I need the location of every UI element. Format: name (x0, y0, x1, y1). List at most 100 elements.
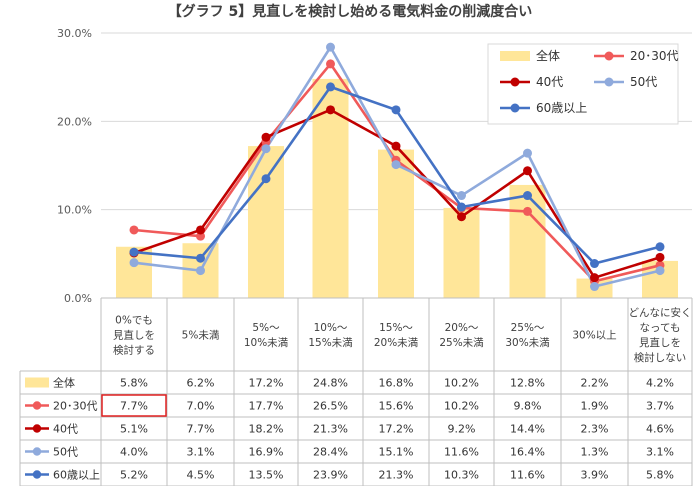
row-label: 50代 (53, 446, 78, 459)
y-axis-ticks: 0.0% 10.0% 20.0% 30.0% (57, 27, 92, 305)
value-label: 16.8% (379, 377, 414, 390)
data-point (196, 253, 205, 263)
value-label: 4.5% (187, 469, 215, 482)
category-label: 30%以上 (572, 330, 616, 342)
data-point (391, 141, 401, 151)
category-label: 見直しを (639, 336, 681, 349)
value-label: 28.4% (313, 446, 348, 459)
data-point (523, 191, 532, 201)
row-key-marker (32, 470, 42, 479)
category-label: 5%～ (252, 322, 280, 334)
value-label: 9.8% (514, 400, 542, 413)
category-label: 25%～ (511, 322, 545, 334)
legend-label: 40代 (536, 75, 563, 89)
row-label: 全体 (53, 376, 75, 390)
value-label: 15.1% (379, 446, 414, 459)
y-tick-label: 30.0% (57, 27, 92, 40)
legend-label: 全体 (536, 48, 560, 63)
value-label: 18.2% (249, 423, 284, 436)
legend-label: 50代 (630, 75, 657, 89)
data-point (196, 225, 205, 235)
value-label: 4.6% (646, 423, 674, 436)
value-label: 3.9% (581, 469, 609, 482)
row-key-swatch (25, 377, 49, 388)
value-label: 14.4% (510, 423, 545, 436)
value-label: 17.2% (379, 423, 414, 436)
value-label: 7.7% (120, 400, 148, 413)
data-point (326, 82, 335, 92)
value-label: 1.3% (581, 446, 609, 459)
category-label: 10%未満 (244, 337, 289, 349)
category-label: 15%未満 (308, 337, 353, 349)
value-label: 3.1% (187, 446, 215, 459)
legend: 全体 20･30代 40代 50代 60歳以上 (487, 43, 679, 125)
data-point (523, 148, 532, 158)
data-point (590, 273, 599, 283)
category-label: なっても (640, 322, 681, 334)
data-point (457, 191, 466, 201)
data-point (129, 225, 139, 235)
data-point (590, 259, 599, 269)
category-label: 見直しを (113, 329, 155, 342)
data-point (326, 59, 335, 69)
category-label: 検討する (113, 344, 155, 357)
series-points (129, 42, 665, 292)
value-label: 4.2% (646, 377, 674, 390)
data-point (129, 258, 139, 268)
value-label: 5.8% (120, 377, 148, 390)
data-point (590, 282, 599, 292)
value-label: 6.2% (187, 377, 215, 390)
row-label: 20･30代 (53, 400, 98, 413)
legend-marker (510, 103, 520, 113)
legend-swatch (500, 51, 530, 61)
value-label: 5.1% (120, 423, 148, 436)
value-label: 12.8% (510, 377, 545, 390)
data-point (457, 202, 466, 212)
value-label: 17.7% (249, 400, 284, 413)
value-label: 7.7% (187, 423, 215, 436)
category-label: 検討しない (634, 351, 687, 364)
data-point (457, 212, 466, 222)
data-point (326, 42, 335, 52)
chart-title: 【グラフ 5】見直しを検討し始める電気料金の削減度合い (168, 3, 533, 20)
data-point (261, 174, 271, 184)
data-point (196, 231, 205, 241)
data-point (391, 160, 401, 170)
value-label: 7.0% (187, 400, 215, 413)
bar (509, 184, 546, 298)
category-label: 10%～ (314, 322, 348, 334)
value-label: 24.8% (313, 377, 348, 390)
highlight-box (101, 394, 167, 417)
data-point (655, 266, 665, 276)
y-tick-label: 0.0% (64, 292, 92, 305)
value-label: 26.5% (313, 400, 348, 413)
value-label: 3.1% (646, 446, 674, 459)
bar (378, 149, 414, 298)
value-label: 2.3% (581, 423, 609, 436)
legend-marker (604, 77, 614, 87)
row-label: 60歳以上 (53, 469, 100, 482)
row-label: 40代 (53, 423, 78, 436)
value-label: 10.3% (444, 469, 479, 482)
value-label: 9.2% (448, 423, 476, 436)
row-key-marker (32, 447, 42, 456)
data-point (326, 105, 335, 115)
row-key-marker (32, 424, 42, 433)
category-label: 20%未満 (374, 337, 419, 349)
bar (248, 146, 284, 298)
category-label: 15%～ (379, 322, 413, 334)
value-label: 5.2% (120, 469, 148, 482)
value-label: 15.6% (379, 400, 414, 413)
value-label: 1.9% (581, 400, 609, 413)
data-point (196, 266, 205, 276)
category-label: 20%～ (445, 322, 479, 334)
value-label: 11.6% (444, 446, 479, 459)
data-point (261, 144, 271, 154)
legend-label: 20･30代 (630, 49, 679, 63)
category-label: 25%未満 (439, 337, 484, 349)
value-label: 17.2% (249, 377, 284, 390)
value-label: 4.0% (120, 446, 148, 459)
value-label: 21.3% (313, 423, 348, 436)
